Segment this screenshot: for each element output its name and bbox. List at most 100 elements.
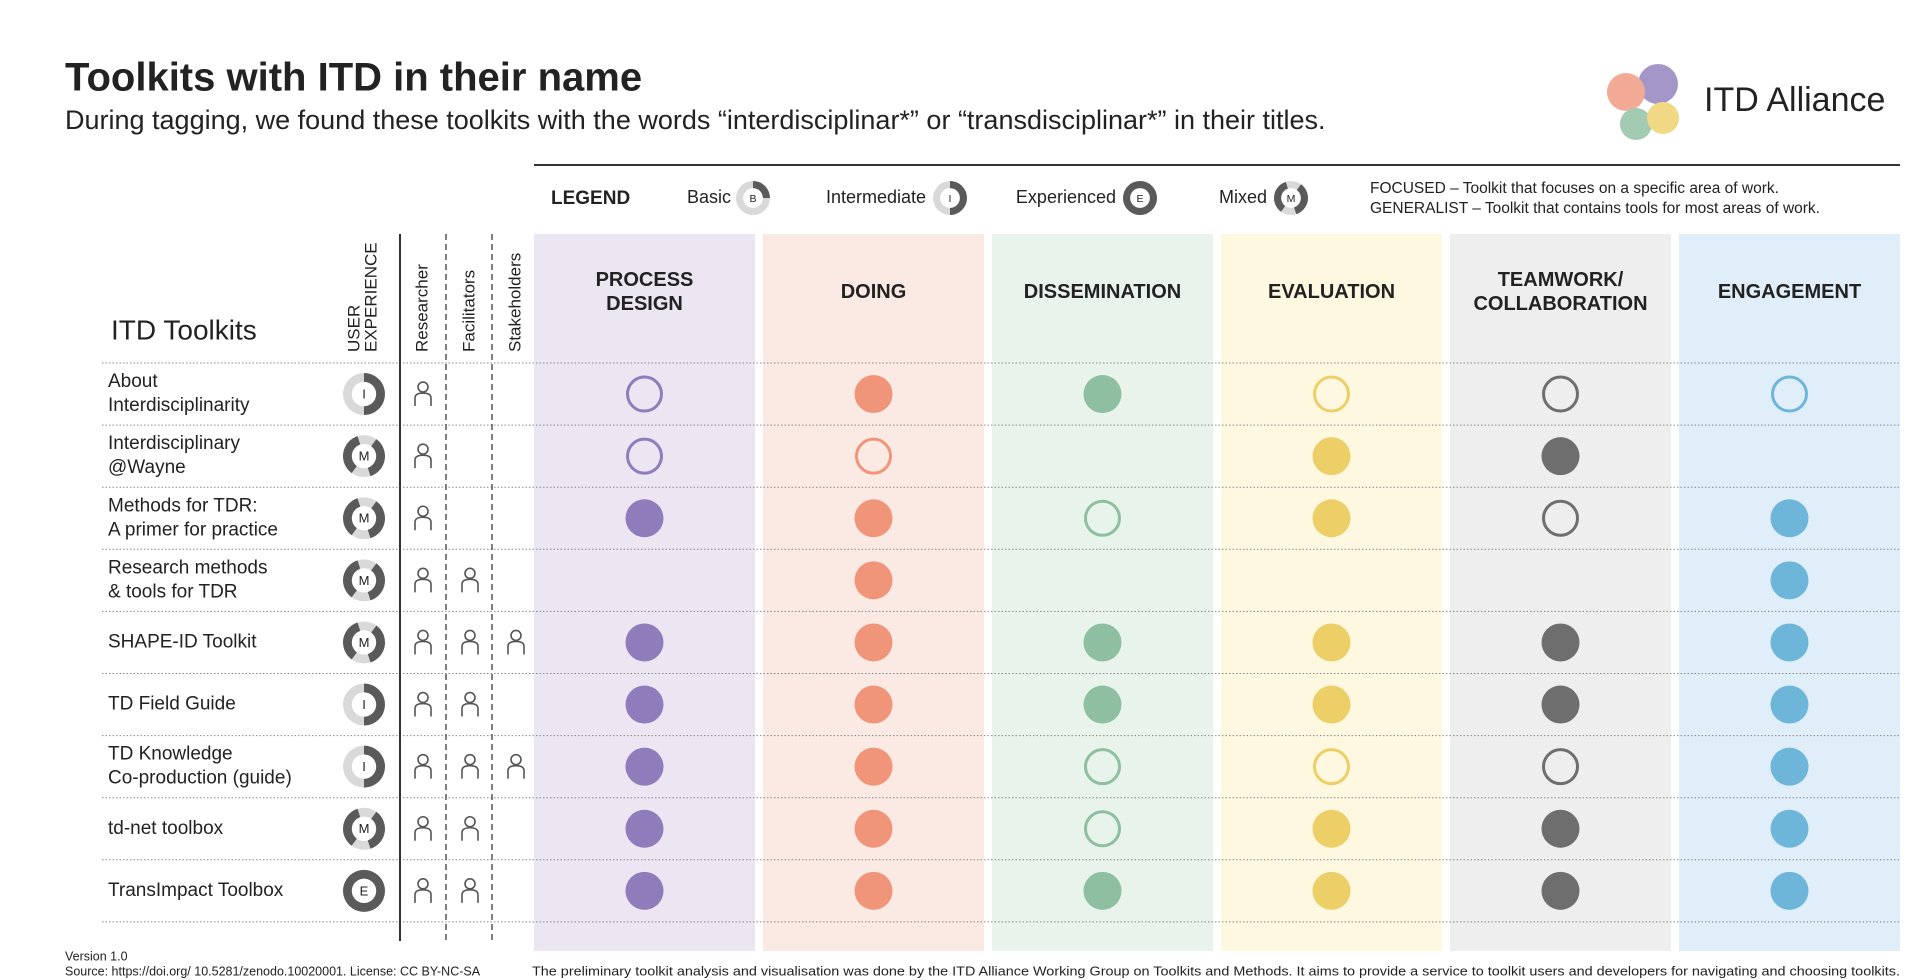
focus-full xyxy=(1312,685,1351,724)
experience-letter: M xyxy=(1287,193,1296,205)
focus-full xyxy=(1541,623,1580,662)
role-icon xyxy=(414,640,432,655)
role-icon xyxy=(417,381,429,393)
toolkit-name: About Interdisciplinarity xyxy=(108,371,250,416)
toolkit-name: SHAPE-ID Toolkit xyxy=(108,631,257,652)
toolkit-name: TD Knowledge Co-production (guide) xyxy=(108,744,292,789)
experience-core xyxy=(351,381,377,407)
toolkit-name: TD Field Guide xyxy=(108,694,236,715)
role-icon xyxy=(464,567,476,580)
experience-core xyxy=(351,754,377,779)
logo-mark xyxy=(1607,64,1679,140)
focus-full xyxy=(854,499,893,538)
role-icon xyxy=(417,691,429,704)
role-icon xyxy=(417,443,429,455)
role-icon xyxy=(414,392,432,407)
legend-label: Intermediate xyxy=(826,187,926,207)
role-icon xyxy=(461,578,479,593)
area-header: EVALUATION xyxy=(1268,281,1395,303)
focus-full xyxy=(625,685,664,724)
focus-outline xyxy=(1542,375,1579,413)
focus-outline xyxy=(1084,810,1121,848)
focus-outline xyxy=(1542,499,1579,537)
experience-core xyxy=(351,692,377,717)
focus-outline xyxy=(626,375,663,413)
role-icon xyxy=(414,764,432,779)
focus-full xyxy=(854,623,893,662)
table-title: ITD Toolkits xyxy=(111,314,257,345)
role-icon xyxy=(417,753,429,766)
area-header: DOING xyxy=(841,281,907,303)
focus-full xyxy=(1541,809,1580,848)
column-header: Stakeholders xyxy=(505,253,524,352)
focus-full xyxy=(1541,437,1580,476)
experience-letter: M xyxy=(359,449,370,464)
experience-letter: E xyxy=(360,883,369,898)
experience-core xyxy=(743,188,763,208)
legend-note: GENERALIST – Toolkit that contains tools… xyxy=(1370,200,1820,217)
focus-full xyxy=(1083,871,1122,910)
role-icon xyxy=(507,764,525,779)
focus-full xyxy=(1083,375,1122,414)
focus-full xyxy=(1770,871,1809,910)
role-icon xyxy=(461,640,479,655)
focus-full xyxy=(1541,871,1580,910)
focus-outline xyxy=(1313,375,1350,413)
subtitle: During tagging, we found these toolkits … xyxy=(65,105,1326,135)
logo-text: ITD Alliance xyxy=(1704,81,1885,119)
role-icon xyxy=(464,629,476,642)
role-icon xyxy=(414,454,432,469)
area-header: DISSEMINATION xyxy=(1024,281,1181,303)
focus-full xyxy=(1770,499,1809,538)
source: Source: https://doi.org/ 10.5281/zenodo.… xyxy=(65,964,481,978)
role-icon xyxy=(507,640,525,655)
column-header: USEREXPERIENCE xyxy=(345,242,381,352)
focus-full xyxy=(1770,685,1809,724)
focus-full xyxy=(1312,871,1351,910)
focus-outline xyxy=(1084,748,1121,786)
toolkit-name: Research methods & tools for TDR xyxy=(108,557,267,602)
focus-outline xyxy=(626,437,663,475)
focus-full xyxy=(625,623,664,662)
version: Version 1.0 xyxy=(65,949,128,963)
role-icon xyxy=(414,826,432,841)
area-header: ENGAGEMENT xyxy=(1718,281,1861,303)
focus-full xyxy=(1312,623,1351,662)
focus-full xyxy=(1083,685,1122,724)
role-icon xyxy=(417,505,429,518)
focus-full xyxy=(1770,747,1809,786)
role-icon xyxy=(417,815,429,828)
role-icon xyxy=(510,753,522,766)
experience-letter: I xyxy=(949,193,952,205)
focus-full xyxy=(625,499,664,538)
focus-outline xyxy=(1313,748,1350,786)
focus-outline xyxy=(1771,375,1808,413)
role-icon xyxy=(414,578,432,593)
focus-full xyxy=(854,375,893,414)
experience-core xyxy=(1281,188,1301,208)
focus-full xyxy=(1312,809,1351,848)
role-icon xyxy=(414,516,432,531)
focus-full xyxy=(625,747,664,786)
area-header: TEAMWORK/COLLABORATION xyxy=(1473,269,1647,315)
experience-letter: I xyxy=(362,759,366,774)
toolkit-name: Methods for TDR: A primer for practice xyxy=(108,495,278,540)
column-header: Researcher xyxy=(412,264,431,352)
role-icon xyxy=(461,826,479,841)
experience-core xyxy=(351,506,377,531)
focus-outline xyxy=(1084,499,1121,537)
experience-letter: M xyxy=(359,511,370,526)
role-icon xyxy=(510,629,522,642)
experience-letter: B xyxy=(749,193,756,205)
experience-core xyxy=(351,816,377,841)
experience-core xyxy=(1130,188,1150,208)
experience-core xyxy=(351,568,377,593)
experience-letter: M xyxy=(359,573,370,588)
focus-full xyxy=(854,685,893,724)
focus-full xyxy=(854,561,893,600)
focus-full xyxy=(1541,685,1580,724)
experience-core xyxy=(351,443,377,469)
experience-letter: I xyxy=(362,697,366,712)
legend-label: Experienced xyxy=(1016,187,1116,207)
